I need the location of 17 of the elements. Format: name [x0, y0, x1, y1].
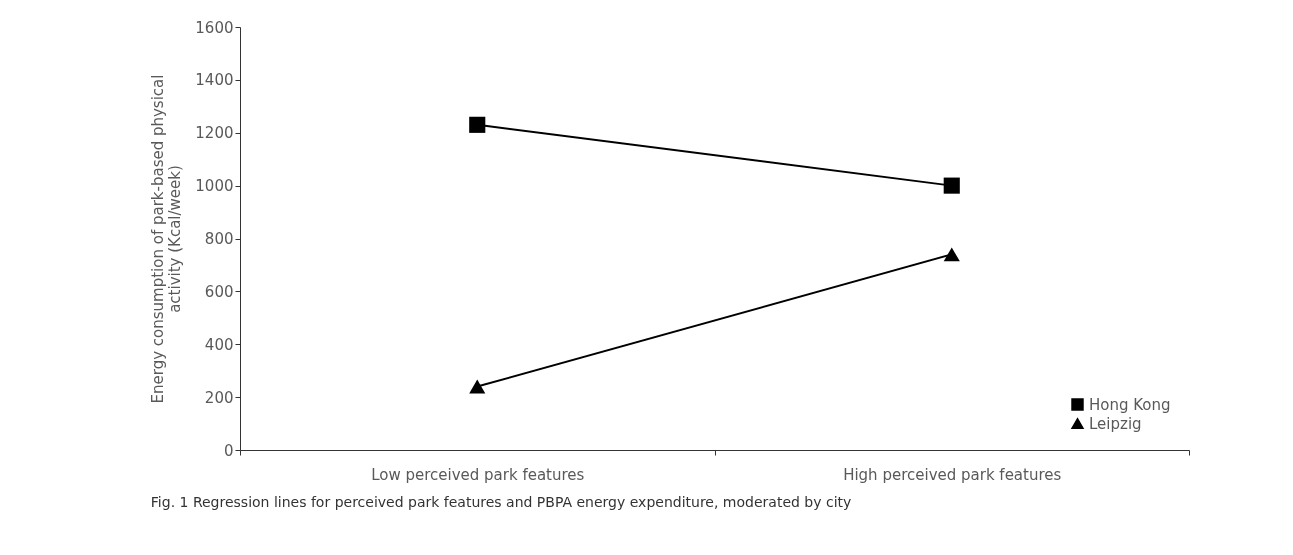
legend-label: Hong Kong [1089, 395, 1171, 414]
legend-label: Leipzig [1089, 414, 1142, 433]
y-tick-label: 1200 [195, 124, 234, 143]
y-tick-label: 1000 [195, 177, 234, 196]
y-tick-label: 400 [204, 335, 234, 354]
y-tick-label: 0 [223, 441, 234, 460]
y-tick-label: 1400 [195, 71, 234, 90]
y-tick-label: 600 [204, 282, 234, 301]
y-tick-label: 1600 [195, 18, 234, 37]
point [943, 177, 960, 194]
caption: Fig. 1 Regression lines for perceived park features and PBPA energy expenditure, moderated by city [150, 494, 852, 510]
x-tick-label: High perceived park features [843, 465, 1062, 484]
y-axis-title: Energy consumption of park-based physical activity (Kcal/week) [149, 74, 185, 404]
y-tick-label: 800 [204, 230, 234, 248]
x-tick-label: Low perceived park features [371, 465, 585, 484]
y-tick-label: 200 [204, 388, 234, 407]
point [469, 116, 486, 133]
